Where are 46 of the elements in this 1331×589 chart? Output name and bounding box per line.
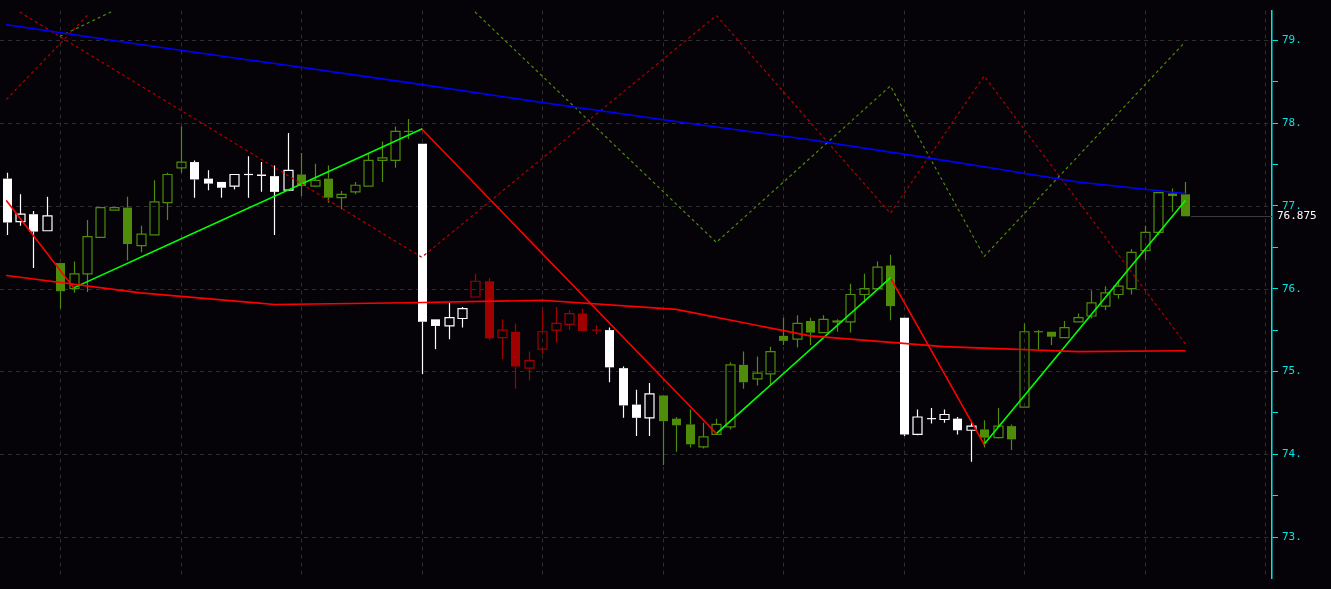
- y-tick-label: 77.: [1282, 198, 1302, 212]
- candlestick: [551, 306, 562, 344]
- candlestick: [497, 318, 508, 360]
- candlestick: [859, 273, 870, 304]
- candlestick: [123, 196, 132, 262]
- candlestick: [3, 172, 12, 236]
- candlestick: [511, 322, 520, 390]
- candlestick: [377, 140, 388, 183]
- line-series: [474, 11, 1186, 258]
- candlestick: [324, 164, 333, 204]
- candlestick: [632, 389, 641, 437]
- y-tick-label: 73.: [1282, 529, 1302, 543]
- candlestick: [672, 416, 681, 453]
- candlestick: [980, 419, 989, 449]
- candlestick: [15, 193, 26, 227]
- y-tick-label: 78.: [1282, 116, 1302, 130]
- ref-line-label: 76.875: [1277, 209, 1317, 223]
- candlestick: [845, 283, 856, 334]
- candlestick: [644, 382, 655, 437]
- candlestick: [29, 210, 38, 269]
- candlestick: [537, 309, 548, 355]
- candlestick: [283, 132, 294, 191]
- candlestick: [444, 302, 455, 340]
- y-tick-label: 75.: [1282, 364, 1302, 378]
- candlestick: [686, 408, 695, 449]
- candlestick: [270, 164, 279, 236]
- candlestick: [886, 254, 895, 321]
- candlestick: [190, 159, 199, 199]
- candlestick: [42, 196, 53, 232]
- y-tick-label: 74.: [1282, 447, 1302, 461]
- candlestick: [149, 179, 160, 236]
- candlestick: [779, 317, 788, 346]
- y-tick-label: 76.: [1282, 281, 1302, 295]
- candlestick: [966, 422, 977, 463]
- candlestick: [752, 355, 763, 387]
- candlestick: [257, 161, 266, 193]
- candlestick: [524, 351, 535, 382]
- candlestick: [82, 219, 93, 293]
- candlestick: [431, 319, 440, 350]
- candlestick: [659, 395, 668, 466]
- candlestick: [162, 172, 173, 221]
- candlestick: [176, 125, 187, 174]
- candlestick: [993, 407, 1004, 439]
- y-tick-label: 79.: [1282, 33, 1302, 47]
- candlestick: [739, 351, 748, 390]
- candlestick: [900, 317, 909, 437]
